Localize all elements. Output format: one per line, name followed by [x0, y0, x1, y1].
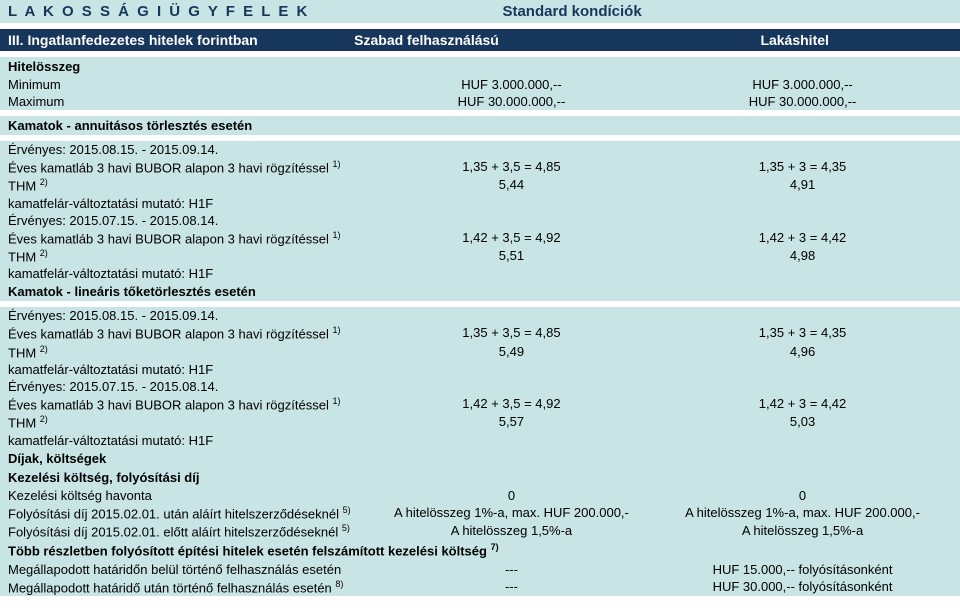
- val-thm-1-2: 4,91: [653, 177, 952, 193]
- label-folyositasi-elott: Folyósítási díj 2015.02.01. előtt aláírt…: [8, 523, 370, 539]
- row-thm-2: THM 2) 5,51 4,98: [0, 247, 960, 265]
- row-mutato-4: kamatfelár-változtatási mutató: H1F: [0, 432, 960, 449]
- val-eves-2-1: 1,42 + 3,5 = 4,92: [370, 230, 653, 246]
- val-eves-3-2: 1,35 + 3 = 4,35: [653, 325, 952, 341]
- subheader-left: III. Ingatlanfedezetes hitelek forintban: [8, 32, 354, 48]
- section-kezelesi: Kezelési költség, folyósítási díj: [0, 468, 960, 487]
- label-hatarido-utan: Megállapodott határidő után történő felh…: [8, 579, 370, 595]
- val-thm-1-1: 5,44: [370, 177, 653, 193]
- label-eves-3: Éves kamatláb 3 havi BUBOR alapon 3 havi…: [8, 325, 370, 341]
- row-folyositasi-elott: Folyósítási díj 2015.02.01. előtt aláírt…: [0, 522, 960, 540]
- row-thm-1: THM 2) 5,44 4,91: [0, 176, 960, 194]
- val-folyositasi-elott-2: A hitelösszeg 1,5%-a: [653, 523, 952, 539]
- main-subtitle: Standard kondíciók: [502, 3, 952, 20]
- label-thm-2: THM 2): [8, 248, 370, 264]
- row-minimum: Minimum HUF 3.000.000,-- HUF 3.000.000,-…: [0, 76, 960, 93]
- valid-period-4: Érvényes: 2015.07.15. - 2015.08.14.: [0, 378, 960, 395]
- section-dijak: Díjak, költségek: [0, 449, 960, 468]
- val-eves-4-1: 1,42 + 3,5 = 4,92: [370, 396, 653, 412]
- val-eves-2-2: 1,42 + 3 = 4,42: [653, 230, 952, 246]
- valid-text-2: Érvényes: 2015.07.15. - 2015.08.14.: [8, 213, 952, 228]
- val-eves-3-1: 1,35 + 3,5 = 4,85: [370, 325, 653, 341]
- val-maximum-2: HUF 30.000.000,--: [653, 94, 952, 109]
- val-minimum-2: HUF 3.000.000,--: [653, 77, 952, 92]
- val-hatarido-utan-1: ---: [370, 579, 653, 595]
- label-mutato-1: kamatfelár-változtatási mutató: H1F: [8, 196, 952, 211]
- val-folyositasi-elott-1: A hitelösszeg 1,5%-a: [370, 523, 653, 539]
- val-eves-1-2: 1,35 + 3 = 4,35: [653, 159, 952, 175]
- label-eves-2: Éves kamatláb 3 havi BUBOR alapon 3 havi…: [8, 230, 370, 246]
- label-thm-4: THM 2): [8, 414, 370, 430]
- row-hatarido-utan: Megállapodott határidő után történő felh…: [0, 578, 960, 596]
- val-eves-1-1: 1,35 + 3,5 = 4,85: [370, 159, 653, 175]
- val-kezelesi-2: 0: [653, 488, 952, 503]
- valid-period-1: Érvényes: 2015.08.15. - 2015.09.14.: [0, 141, 960, 158]
- subheader-mid: Szabad felhasználású: [354, 32, 637, 48]
- row-hataridon-belul: Megállapodott határidőn belül történő fe…: [0, 561, 960, 578]
- val-thm-2-2: 4,98: [653, 248, 952, 264]
- label-kezelesi: Kezelési költség havonta: [8, 488, 370, 503]
- valid-text-4: Érvényes: 2015.07.15. - 2015.08.14.: [8, 379, 952, 394]
- row-folyositasi-utan: Folyósítási díj 2015.02.01. után aláírt …: [0, 504, 960, 522]
- row-kezelesi-havonta: Kezelési költség havonta 0 0: [0, 487, 960, 504]
- valid-text-1: Érvényes: 2015.08.15. - 2015.09.14.: [8, 142, 952, 157]
- val-folyositasi-utan-1: A hitelösszeg 1%-a, max. HUF 200.000,-: [370, 505, 653, 521]
- section-kamatok-linearis: Kamatok - lineáris tőketörlesztés esetén: [0, 282, 960, 301]
- label-mutato-4: kamatfelár-változtatási mutató: H1F: [8, 433, 952, 448]
- row-eves-kamatlab-1: Éves kamatláb 3 havi BUBOR alapon 3 havi…: [0, 158, 960, 176]
- sub-header: III. Ingatlanfedezetes hitelek forintban…: [0, 29, 960, 51]
- val-eves-4-2: 1,42 + 3 = 4,42: [653, 396, 952, 412]
- row-thm-3: THM 2) 5,49 4,96: [0, 343, 960, 361]
- val-thm-4-2: 5,03: [653, 414, 952, 430]
- val-folyositasi-utan-2: A hitelösszeg 1%-a, max. HUF 200.000,-: [653, 505, 952, 521]
- val-hataridon-belul-2: HUF 15.000,-- folyósításonként: [653, 562, 952, 577]
- label-thm-3: THM 2): [8, 344, 370, 360]
- row-mutato-1: kamatfelár-változtatási mutató: H1F: [0, 195, 960, 212]
- valid-text-3: Érvényes: 2015.08.15. - 2015.09.14.: [8, 308, 952, 323]
- row-mutato-2: kamatfelár-változtatási mutató: H1F: [0, 265, 960, 282]
- label-eves-1: Éves kamatláb 3 havi BUBOR alapon 3 havi…: [8, 159, 370, 175]
- section-tobb-reszlet: Több részletben folyósított építési hite…: [0, 540, 960, 560]
- row-eves-kamatlab-4: Éves kamatláb 3 havi BUBOR alapon 3 havi…: [0, 395, 960, 413]
- row-thm-4: THM 2) 5,57 5,03: [0, 413, 960, 431]
- main-header: L A K O S S Á G I Ü G Y F E L E K Standa…: [0, 0, 960, 23]
- row-maximum: Maximum HUF 30.000.000,-- HUF 30.000.000…: [0, 93, 960, 110]
- val-hataridon-belul-1: ---: [370, 562, 653, 577]
- val-thm-2-1: 5,51: [370, 248, 653, 264]
- val-maximum-1: HUF 30.000.000,--: [370, 94, 653, 109]
- main-title: L A K O S S Á G I Ü G Y F E L E K: [8, 3, 502, 20]
- valid-period-2: Érvényes: 2015.07.15. - 2015.08.14.: [0, 212, 960, 229]
- label-eves-4: Éves kamatláb 3 havi BUBOR alapon 3 havi…: [8, 396, 370, 412]
- val-thm-3-1: 5,49: [370, 344, 653, 360]
- val-minimum-1: HUF 3.000.000,--: [370, 77, 653, 92]
- val-thm-3-2: 4,96: [653, 344, 952, 360]
- row-mutato-3: kamatfelár-változtatási mutató: H1F: [0, 361, 960, 378]
- label-folyositasi-utan: Folyósítási díj 2015.02.01. után aláírt …: [8, 505, 370, 521]
- val-thm-4-1: 5,57: [370, 414, 653, 430]
- label-thm-1: THM 2): [8, 177, 370, 193]
- subheader-right: Lakáshitel: [637, 32, 952, 48]
- section-kamatok-annuitasos: Kamatok - annuitásos törlesztés esetén: [0, 116, 960, 135]
- row-eves-kamatlab-2: Éves kamatláb 3 havi BUBOR alapon 3 havi…: [0, 229, 960, 247]
- label-maximum: Maximum: [8, 94, 370, 109]
- label-mutato-2: kamatfelár-változtatási mutató: H1F: [8, 266, 952, 281]
- val-hatarido-utan-2: HUF 30.000,-- folyósításonként: [653, 579, 952, 595]
- section-hitelosszeg: Hitelösszeg: [0, 57, 960, 76]
- row-eves-kamatlab-3: Éves kamatláb 3 havi BUBOR alapon 3 havi…: [0, 324, 960, 342]
- label-hataridon-belul: Megállapodott határidőn belül történő fe…: [8, 562, 370, 577]
- valid-period-3: Érvényes: 2015.08.15. - 2015.09.14.: [0, 307, 960, 324]
- val-kezelesi-1: 0: [370, 488, 653, 503]
- label-minimum: Minimum: [8, 77, 370, 92]
- label-mutato-3: kamatfelár-változtatási mutató: H1F: [8, 362, 952, 377]
